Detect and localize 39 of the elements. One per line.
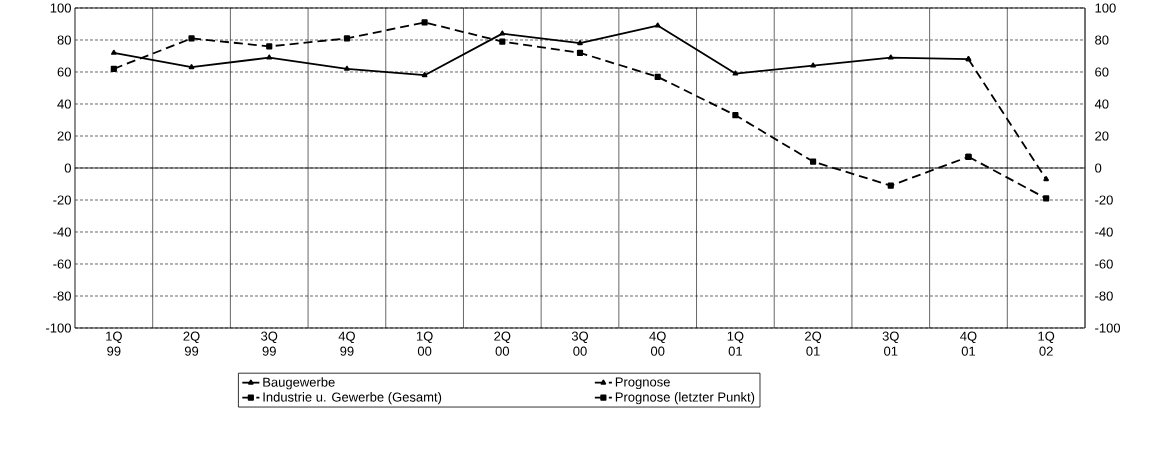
y2-tick-label: 60 [1095, 67, 1109, 77]
y2-tick-label: 40 [1094, 99, 1109, 109]
legend-label: Prognose [615, 377, 670, 390]
x-tick-label: 1Q 00 [416, 331, 433, 356]
y-tick-label: 40 [57, 99, 71, 109]
x-tick-label: 4Q 99 [338, 331, 355, 356]
y2-tick-label: -20 [1095, 195, 1113, 205]
y2-tick-label: 80 [1095, 35, 1109, 45]
x-tick-label: 3Q 01 [882, 331, 899, 356]
legend-label: Industrie u. Gewerbe (Gesamt) [263, 392, 442, 405]
x-tick-label: 1Q 02 [1038, 331, 1055, 356]
y-tick-label: -100 [46, 323, 71, 333]
y-tick-label: 100 [50, 3, 71, 13]
y2-tick-label: -80 [1095, 291, 1113, 301]
y2-tick-label: 100 [1095, 3, 1116, 13]
y-tick-label: -40 [53, 227, 71, 237]
legend-label: Baugewerbe [263, 377, 335, 390]
x-tick-label: 3Q 99 [261, 331, 278, 356]
y-tick-label: 0 [64, 163, 71, 173]
x-tick-label: 3Q 00 [571, 331, 589, 356]
y-tick-label: 60 [57, 67, 71, 77]
y2-tick-label: -60 [1095, 259, 1113, 269]
x-tick-label: 2Q 99 [183, 331, 200, 356]
y-tick-label: 20 [57, 131, 71, 141]
y2-tick-label: -100 [1095, 323, 1121, 333]
x-tick-label: 2Q 01 [805, 331, 822, 356]
y-tick-label: -20 [53, 195, 71, 205]
x-tick-label: 1Q 01 [727, 331, 744, 356]
x-tick-label: 4Q 00 [649, 331, 666, 356]
y-tick-label: -60 [53, 259, 71, 269]
y-tick-label: 80 [57, 35, 71, 45]
x-tick-label: 2Q 00 [494, 331, 511, 356]
y2-tick-label: 0 [1095, 163, 1102, 173]
y-tick-label: -80 [53, 291, 71, 301]
x-tick-label: 4Q 01 [960, 331, 977, 356]
legend-label: Prognose (letzter Punkt) [615, 392, 755, 405]
y2-tick-label: -40 [1095, 227, 1113, 237]
y2-tick-label: 20 [1095, 131, 1109, 141]
x-tick-label: 1Q 99 [106, 331, 122, 356]
